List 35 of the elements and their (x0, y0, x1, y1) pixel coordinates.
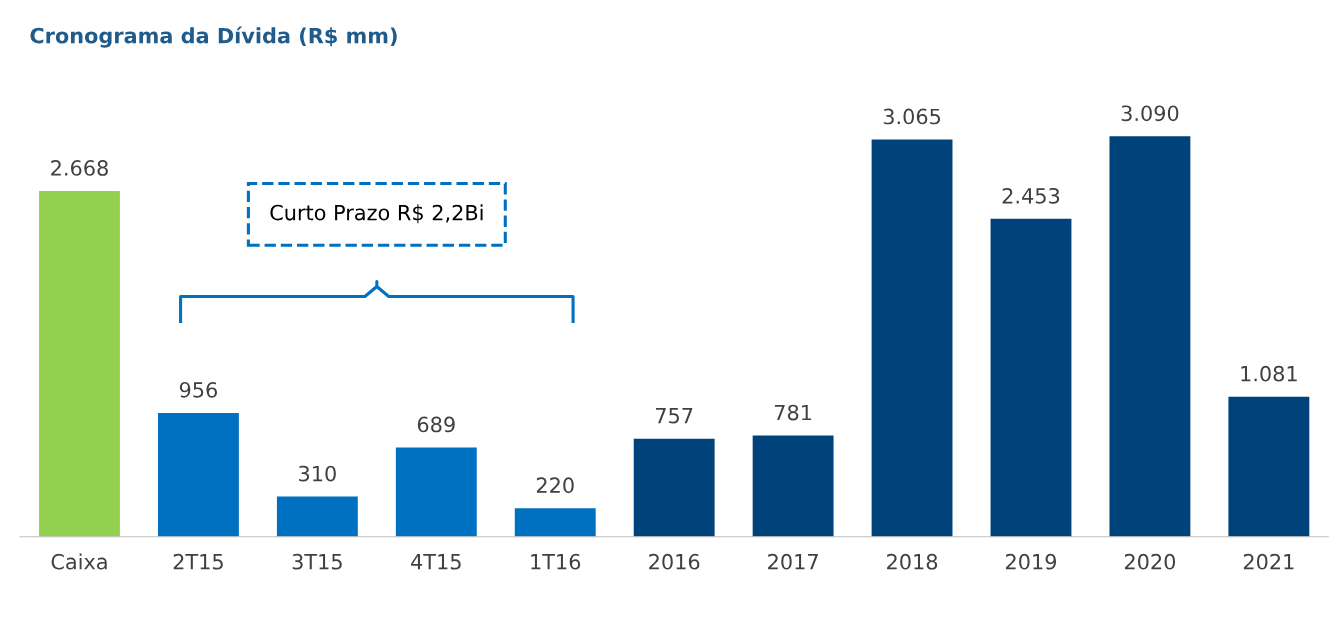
data-label: 220 (536, 477, 574, 494)
data-label: 956 (179, 381, 217, 398)
x-tick-label: 4T15 (411, 554, 461, 570)
data-label: 781 (774, 404, 812, 421)
bar (633, 438, 715, 537)
bar (514, 508, 596, 537)
data-label: 3.090 (1121, 105, 1179, 122)
bar (871, 139, 953, 537)
x-tick-label: 2017 (768, 553, 818, 570)
data-label: 2.453 (1002, 187, 1060, 204)
bar (1109, 136, 1191, 537)
x-tick-label: 2016 (649, 553, 700, 570)
bar (157, 412, 239, 537)
x-tick-label: 2019 (1006, 553, 1057, 570)
x-tick-label: 2T15 (173, 553, 223, 570)
x-tick-label: 2020 (1124, 553, 1176, 570)
bar (276, 496, 358, 537)
bar (990, 218, 1072, 537)
bar (39, 190, 120, 537)
x-tick-label: 2018 (887, 553, 938, 570)
bar (1228, 396, 1310, 537)
x-tick-label: Caixa (51, 553, 107, 570)
data-label: 1.081 (1241, 365, 1297, 382)
x-tick-label: 2021 (1243, 553, 1294, 570)
bar (752, 435, 834, 537)
bar (395, 447, 477, 537)
chart-title: Cronograma da Dívida (R$ mm) (30, 26, 397, 48)
x-tick-label: 3T15 (292, 553, 342, 570)
data-label: 2.668 (51, 160, 108, 176)
data-label: 757 (656, 408, 693, 424)
data-label: 689 (417, 416, 455, 433)
annotation: Curto Prazo R$ 2,2Bi (270, 204, 483, 224)
data-label: 3.065 (883, 108, 941, 125)
x-tick-label: 1T16 (531, 553, 581, 570)
data-label: 310 (299, 465, 336, 482)
